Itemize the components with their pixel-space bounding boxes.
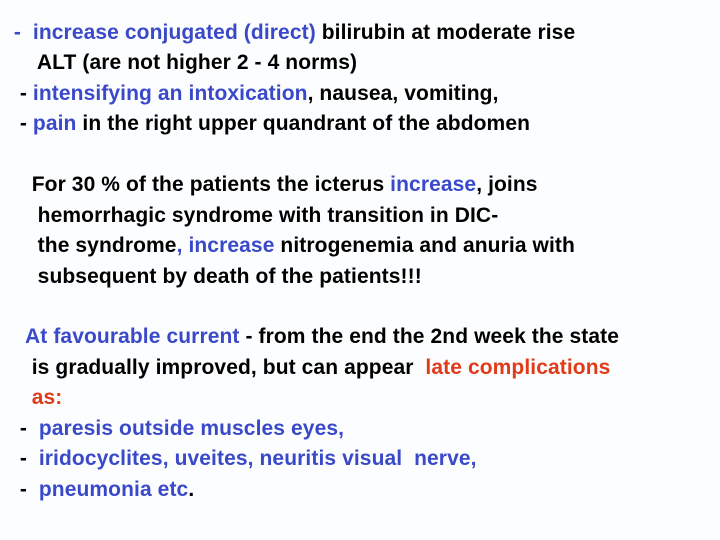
text: . bbox=[188, 478, 194, 501]
text: ALT (are not higher 2 - 4 norms) bbox=[8, 51, 357, 74]
text: hemorrhagic syndrome with transition in … bbox=[8, 204, 498, 227]
line-2: ALT (are not higher 2 - 4 norms) bbox=[8, 48, 702, 78]
text: the syndrome bbox=[8, 234, 177, 257]
line-13: as: bbox=[8, 383, 702, 413]
text: is gradually improved, but can appear bbox=[8, 356, 425, 379]
text: nitrogenemia and anuria with bbox=[274, 234, 574, 257]
text: as: bbox=[32, 386, 63, 409]
text: ncrease conjugated (direct) bbox=[39, 21, 316, 44]
line-11: At favourable current - from the end the… bbox=[8, 322, 702, 352]
text: , increase bbox=[177, 234, 275, 257]
slide: - increase conjugated (direct) bilirubin… bbox=[0, 0, 720, 540]
text: - from the end the 2nd week the state bbox=[240, 325, 620, 348]
line-7: hemorrhagic syndrome with transition in … bbox=[8, 201, 702, 231]
text: For 30 % of the patients the icterus bbox=[8, 173, 390, 196]
text: - i bbox=[8, 21, 39, 44]
line-12: is gradually improved, but can appear la… bbox=[8, 353, 702, 383]
text bbox=[8, 386, 32, 409]
text: increase bbox=[390, 173, 476, 196]
text: - bbox=[8, 82, 33, 105]
line-9: subsequent by death of the patients!!! bbox=[8, 262, 702, 292]
text: pain bbox=[33, 112, 77, 135]
line-10 bbox=[8, 292, 702, 322]
line-3: - intensifying an intoxication, nausea, … bbox=[8, 79, 702, 109]
line-14: - paresis outside muscles eyes, bbox=[8, 414, 702, 444]
text: iridocyclites, uveites, neuritis visual … bbox=[39, 447, 477, 470]
line-4: - pain in the right upper quandrant of t… bbox=[8, 109, 702, 139]
text: - bbox=[8, 447, 39, 470]
text: pneumonia etc bbox=[39, 478, 189, 501]
text: - bbox=[8, 417, 39, 440]
text: - bbox=[8, 478, 39, 501]
text: , joins bbox=[476, 173, 537, 196]
text: - bbox=[8, 112, 33, 135]
text: , nausea, vomiting, bbox=[308, 82, 499, 105]
text bbox=[8, 325, 25, 348]
line-8: the syndrome, increase nitrogenemia and … bbox=[8, 231, 702, 261]
line-15: - iridocyclites, uveites, neuritis visua… bbox=[8, 444, 702, 474]
text: At favourable current bbox=[25, 325, 239, 348]
text: bilirubin at moderate rise bbox=[316, 21, 575, 44]
text: in the right upper quandrant of the abdo… bbox=[76, 112, 530, 135]
line-5 bbox=[8, 140, 702, 170]
text: late complications bbox=[425, 356, 610, 379]
text: paresis outside muscles eyes, bbox=[39, 417, 344, 440]
line-1: - increase conjugated (direct) bilirubin… bbox=[8, 18, 702, 48]
line-16: - pneumonia etc. bbox=[8, 475, 702, 505]
text: intensifying an intoxication bbox=[33, 82, 308, 105]
line-6: For 30 % of the patients the icterus inc… bbox=[8, 170, 702, 200]
text: subsequent by death of the patients!!! bbox=[8, 265, 422, 288]
